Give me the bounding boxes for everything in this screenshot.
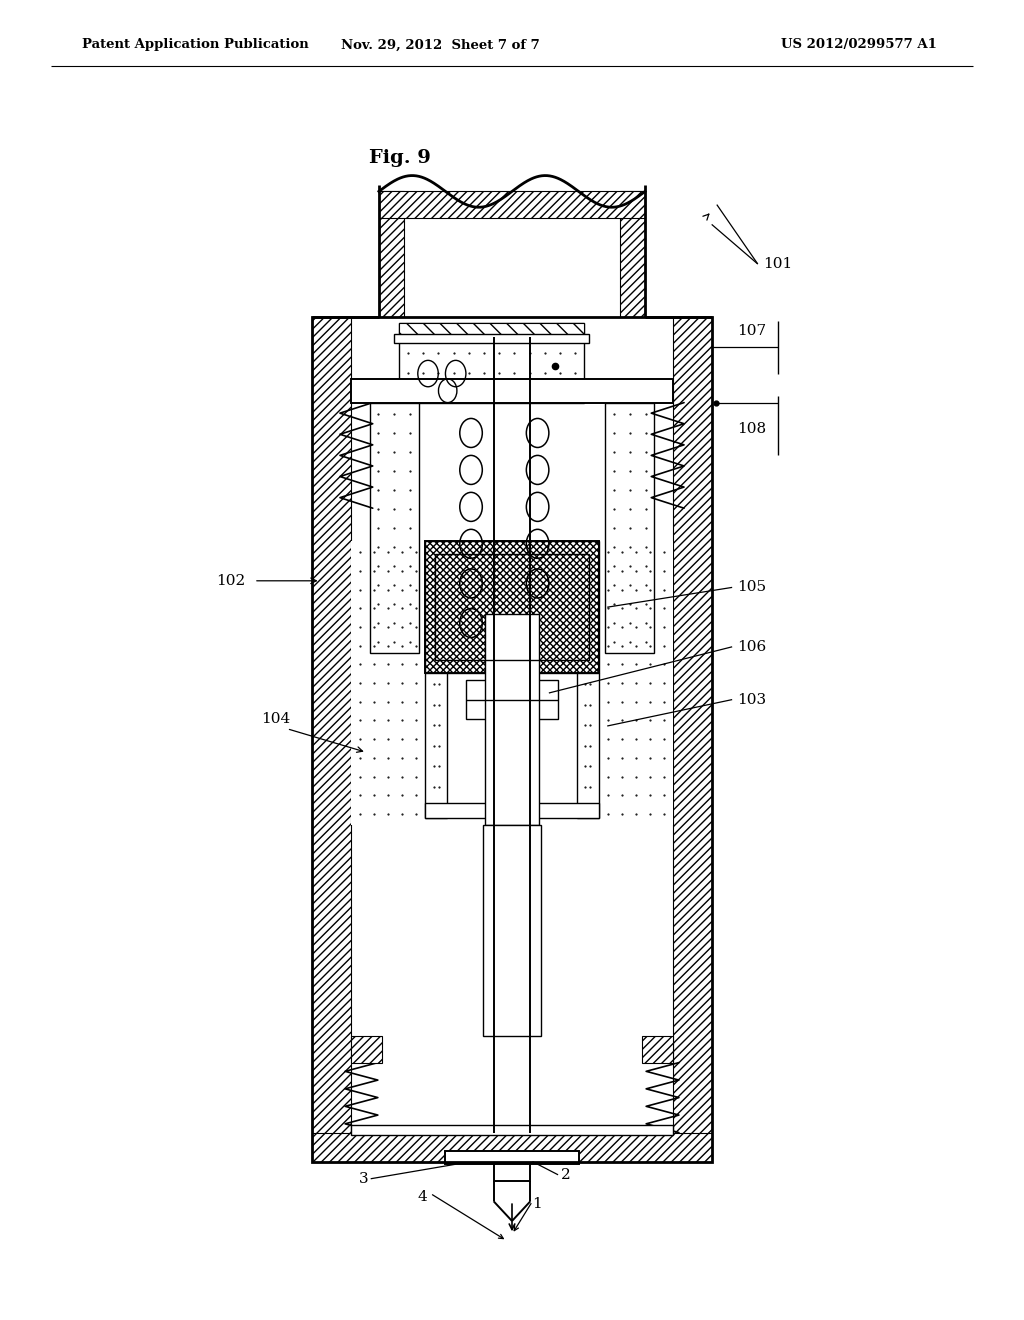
Bar [673,317,712,1162]
Bar [351,1125,673,1135]
Text: 108: 108 [737,422,766,436]
Bar [599,541,673,825]
Text: 102: 102 [216,574,246,587]
Bar [425,803,599,818]
Text: US 2012/0299577 A1: US 2012/0299577 A1 [781,38,937,51]
Bar [425,541,599,673]
Bar [312,317,351,1162]
Bar [536,680,558,719]
Bar [642,1036,673,1063]
Text: 107: 107 [737,325,766,338]
Bar [605,403,654,653]
Text: 106: 106 [737,640,767,653]
Text: 1: 1 [532,1197,543,1210]
Bar [370,403,419,653]
Text: Fig. 9: Fig. 9 [369,149,430,168]
Bar [494,1162,530,1181]
Bar [312,1133,712,1162]
Bar [312,317,712,1162]
Bar [394,334,589,343]
Text: 103: 103 [737,693,766,706]
Text: 3: 3 [359,1172,369,1185]
Bar [483,825,541,1036]
Bar [425,673,447,818]
Text: Patent Application Publication: Patent Application Publication [82,38,308,51]
Text: 101: 101 [763,257,793,271]
Text: 2: 2 [561,1168,571,1181]
Bar [435,554,589,660]
Bar [445,1151,579,1164]
Text: Nov. 29, 2012  Sheet 7 of 7: Nov. 29, 2012 Sheet 7 of 7 [341,38,540,51]
Bar [577,673,599,818]
Bar [351,379,673,403]
Bar [379,191,404,317]
Bar [379,191,645,218]
Text: 105: 105 [737,581,766,594]
Bar [425,541,599,673]
Bar [351,541,425,825]
Bar [351,1036,382,1063]
Text: 104: 104 [261,713,291,726]
Bar [399,323,584,403]
Text: 4: 4 [418,1191,428,1204]
Bar [466,680,488,719]
Bar [485,614,539,825]
Bar [399,323,584,339]
Bar [620,191,645,317]
